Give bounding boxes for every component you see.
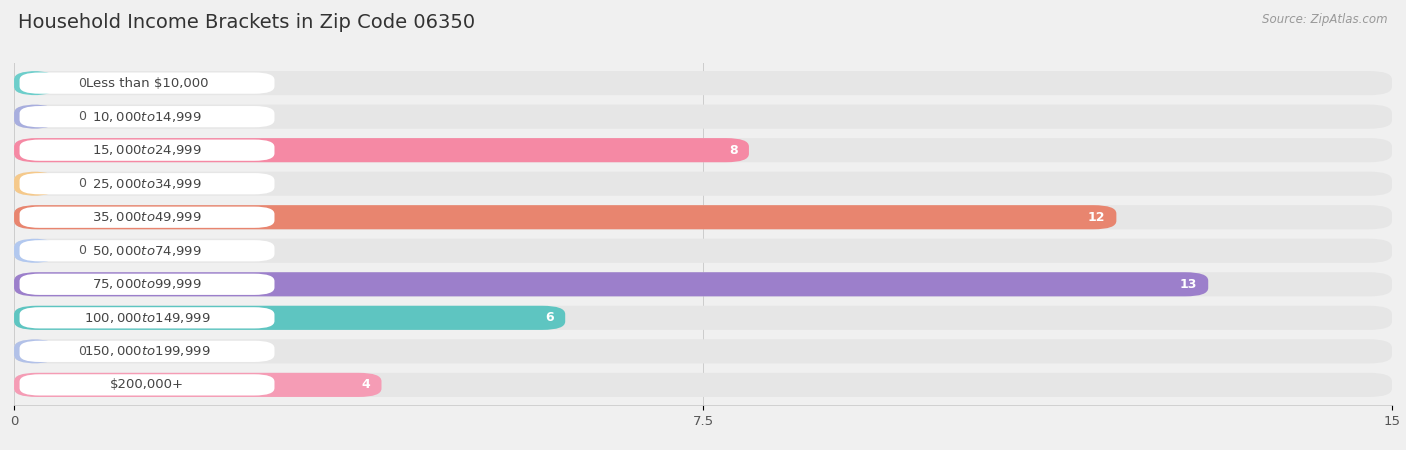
FancyBboxPatch shape xyxy=(14,306,1392,330)
FancyBboxPatch shape xyxy=(14,373,1392,397)
FancyBboxPatch shape xyxy=(14,306,565,330)
Text: 4: 4 xyxy=(361,378,370,392)
FancyBboxPatch shape xyxy=(14,238,55,263)
FancyBboxPatch shape xyxy=(14,71,55,95)
FancyBboxPatch shape xyxy=(14,339,55,364)
Text: $100,000 to $149,999: $100,000 to $149,999 xyxy=(84,311,211,325)
Text: 8: 8 xyxy=(730,144,738,157)
Text: 0: 0 xyxy=(79,110,86,123)
FancyBboxPatch shape xyxy=(14,339,1392,364)
FancyBboxPatch shape xyxy=(20,173,274,194)
FancyBboxPatch shape xyxy=(14,238,1392,263)
Text: $200,000+: $200,000+ xyxy=(110,378,184,392)
FancyBboxPatch shape xyxy=(20,341,274,362)
FancyBboxPatch shape xyxy=(20,240,274,261)
Text: $75,000 to $99,999: $75,000 to $99,999 xyxy=(93,277,202,291)
FancyBboxPatch shape xyxy=(14,272,1208,297)
FancyBboxPatch shape xyxy=(14,104,55,129)
Text: 0: 0 xyxy=(79,345,86,358)
FancyBboxPatch shape xyxy=(20,106,274,127)
Text: 12: 12 xyxy=(1088,211,1105,224)
FancyBboxPatch shape xyxy=(14,138,749,162)
FancyBboxPatch shape xyxy=(14,104,1392,129)
Text: $50,000 to $74,999: $50,000 to $74,999 xyxy=(93,244,202,258)
Text: 0: 0 xyxy=(79,244,86,257)
FancyBboxPatch shape xyxy=(20,274,274,295)
FancyBboxPatch shape xyxy=(14,272,1392,297)
Text: Source: ZipAtlas.com: Source: ZipAtlas.com xyxy=(1263,14,1388,27)
Text: 0: 0 xyxy=(79,177,86,190)
FancyBboxPatch shape xyxy=(14,171,55,196)
FancyBboxPatch shape xyxy=(14,171,1392,196)
Text: 6: 6 xyxy=(546,311,554,324)
Text: $35,000 to $49,999: $35,000 to $49,999 xyxy=(93,210,202,224)
FancyBboxPatch shape xyxy=(14,71,1392,95)
Text: Household Income Brackets in Zip Code 06350: Household Income Brackets in Zip Code 06… xyxy=(18,14,475,32)
FancyBboxPatch shape xyxy=(14,205,1392,230)
Text: $15,000 to $24,999: $15,000 to $24,999 xyxy=(93,143,202,157)
Text: 13: 13 xyxy=(1180,278,1197,291)
Text: $25,000 to $34,999: $25,000 to $34,999 xyxy=(93,177,202,191)
Text: 0: 0 xyxy=(79,76,86,90)
FancyBboxPatch shape xyxy=(20,72,274,94)
FancyBboxPatch shape xyxy=(20,207,274,228)
FancyBboxPatch shape xyxy=(20,374,274,396)
FancyBboxPatch shape xyxy=(14,205,1116,230)
FancyBboxPatch shape xyxy=(20,140,274,161)
FancyBboxPatch shape xyxy=(14,138,1392,162)
Text: $150,000 to $199,999: $150,000 to $199,999 xyxy=(84,344,211,358)
FancyBboxPatch shape xyxy=(14,373,381,397)
Text: $10,000 to $14,999: $10,000 to $14,999 xyxy=(93,110,202,124)
Text: Less than $10,000: Less than $10,000 xyxy=(86,76,208,90)
FancyBboxPatch shape xyxy=(20,307,274,328)
